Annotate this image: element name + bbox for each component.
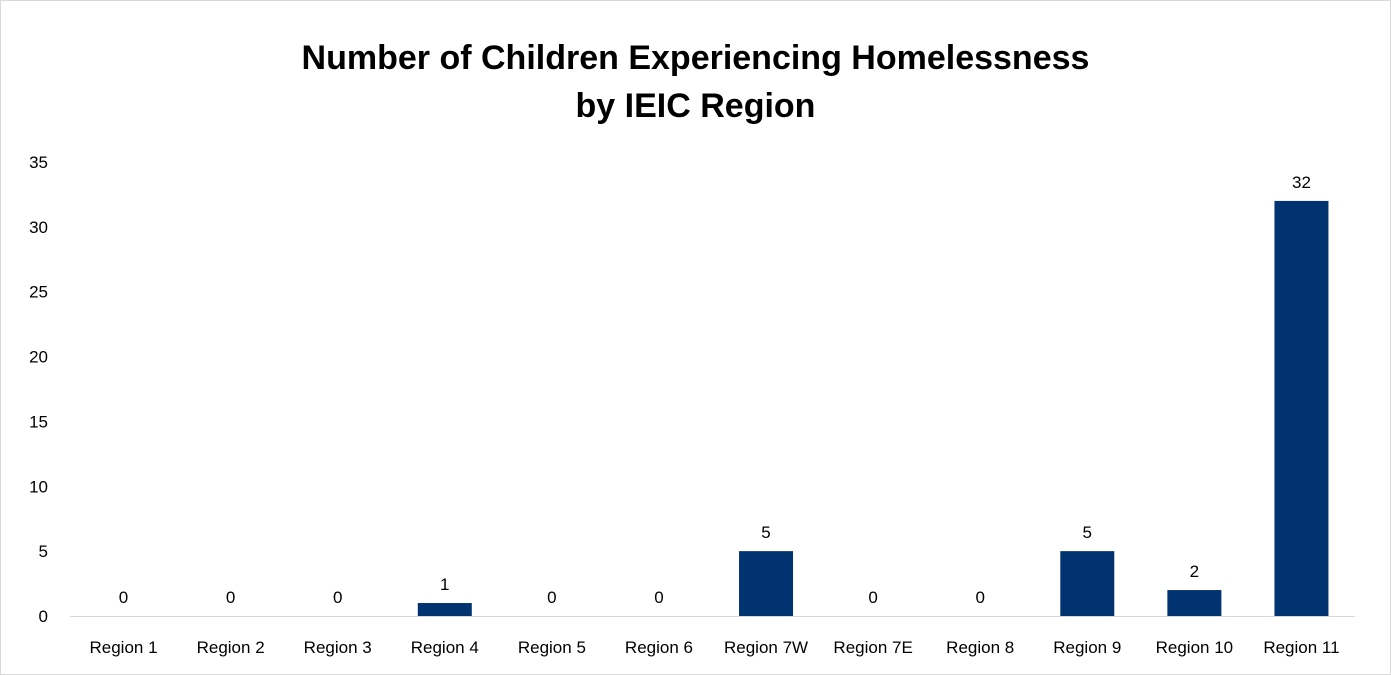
y-tick-label: 5 <box>39 542 48 561</box>
x-tick-label: Region 6 <box>625 638 693 657</box>
data-label: 5 <box>1083 523 1092 542</box>
data-label: 0 <box>333 588 342 607</box>
bars <box>417 200 1329 616</box>
data-label: 0 <box>226 588 235 607</box>
chart-title-line-2: by IEIC Region <box>575 87 816 125</box>
bar <box>1274 200 1329 616</box>
data-label: 2 <box>1190 562 1199 581</box>
y-tick-label: 15 <box>29 412 48 431</box>
x-tick-label: Region 11 <box>1263 638 1339 657</box>
data-label: 1 <box>440 575 449 594</box>
chart-title-line-1: Number of Children Experiencing Homeless… <box>301 39 1090 77</box>
bar <box>1167 590 1222 616</box>
x-tick-label: Region 1 <box>90 638 158 657</box>
data-labels: 0 0 0 1 0 0 5 0 0 5 2 32 <box>119 173 1311 607</box>
x-tick-label: Region 8 <box>946 638 1014 657</box>
x-tick-label: Region 4 <box>411 638 479 657</box>
y-axis: 0 5 10 15 20 25 30 35 <box>29 153 48 626</box>
x-axis: Region 1 Region 2 Region 3 Region 4 Region 5… <box>70 616 1355 657</box>
data-label: 5 <box>761 523 770 542</box>
data-label: 0 <box>547 588 556 607</box>
data-label: 0 <box>868 588 877 607</box>
x-tick-label: Region 2 <box>197 638 265 657</box>
x-tick-label: Region 7E <box>833 638 912 657</box>
bar <box>1060 551 1115 616</box>
y-tick-label: 0 <box>39 607 48 626</box>
data-label: 0 <box>119 588 128 607</box>
data-label: 0 <box>975 588 984 607</box>
x-tick-label: Region 3 <box>304 638 372 657</box>
data-label: 32 <box>1292 173 1311 192</box>
y-tick-label: 35 <box>29 153 48 172</box>
x-tick-label: Region 7W <box>724 638 808 657</box>
chart-title: Number of Children Experiencing Homeless… <box>0 34 1391 130</box>
y-tick-label: 10 <box>29 477 48 496</box>
bar <box>739 551 794 616</box>
y-tick-label: 25 <box>29 283 48 302</box>
y-tick-label: 30 <box>29 218 48 237</box>
x-tick-label: Region 9 <box>1053 638 1121 657</box>
data-label: 0 <box>654 588 663 607</box>
y-tick-label: 20 <box>29 348 48 367</box>
bar <box>417 603 472 616</box>
x-tick-label: Region 5 <box>518 638 586 657</box>
x-tick-label: Region 10 <box>1156 638 1234 657</box>
